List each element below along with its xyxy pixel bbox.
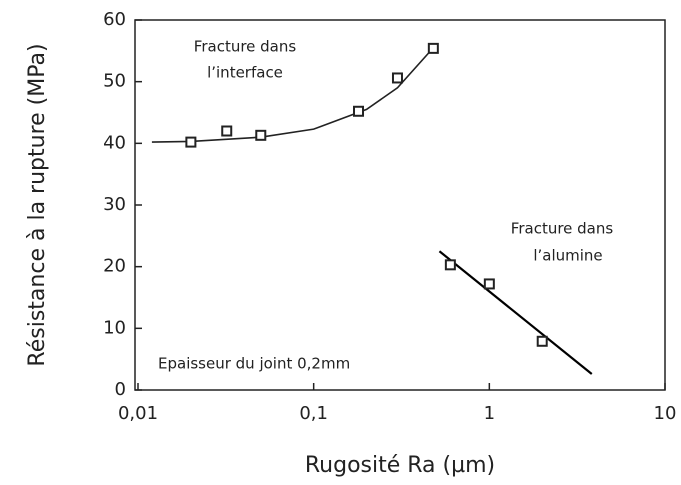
x-tick-label: 0,01	[118, 403, 158, 424]
data-point	[353, 105, 365, 117]
data-point	[444, 259, 456, 271]
y-tick-label: 60	[103, 9, 126, 30]
y-tick-label: 10	[103, 317, 126, 338]
fit-curve	[151, 47, 434, 143]
data-point	[221, 125, 233, 137]
data-point	[427, 42, 439, 54]
y-tick-label: 30	[103, 194, 126, 215]
y-axis-label: Résistance à la rupture (MPa)	[25, 43, 50, 366]
annotation: Fracture dans	[194, 38, 297, 56]
fit-curve	[438, 250, 593, 375]
y-tick-label: 20	[103, 256, 126, 277]
data-point	[536, 335, 548, 347]
data-point	[185, 136, 197, 148]
y-tick-label: 0	[115, 379, 126, 400]
data-point	[483, 278, 495, 290]
y-tick-label: 40	[103, 132, 126, 153]
y-tick-label: 50	[103, 71, 126, 92]
annotation: l’interface	[207, 64, 283, 82]
annotation: Fracture dans	[511, 220, 614, 238]
x-tick-label: 1	[484, 403, 495, 424]
annotation: l’alumine	[533, 247, 602, 265]
x-tick-label: 0,1	[299, 403, 328, 424]
x-tick-label: 10	[654, 403, 677, 424]
data-point	[391, 72, 403, 84]
x-axis-label: Rugosité Ra (µm)	[305, 453, 495, 478]
data-point	[255, 129, 267, 141]
annotation: Epaisseur du joint 0,2mm	[158, 355, 350, 373]
